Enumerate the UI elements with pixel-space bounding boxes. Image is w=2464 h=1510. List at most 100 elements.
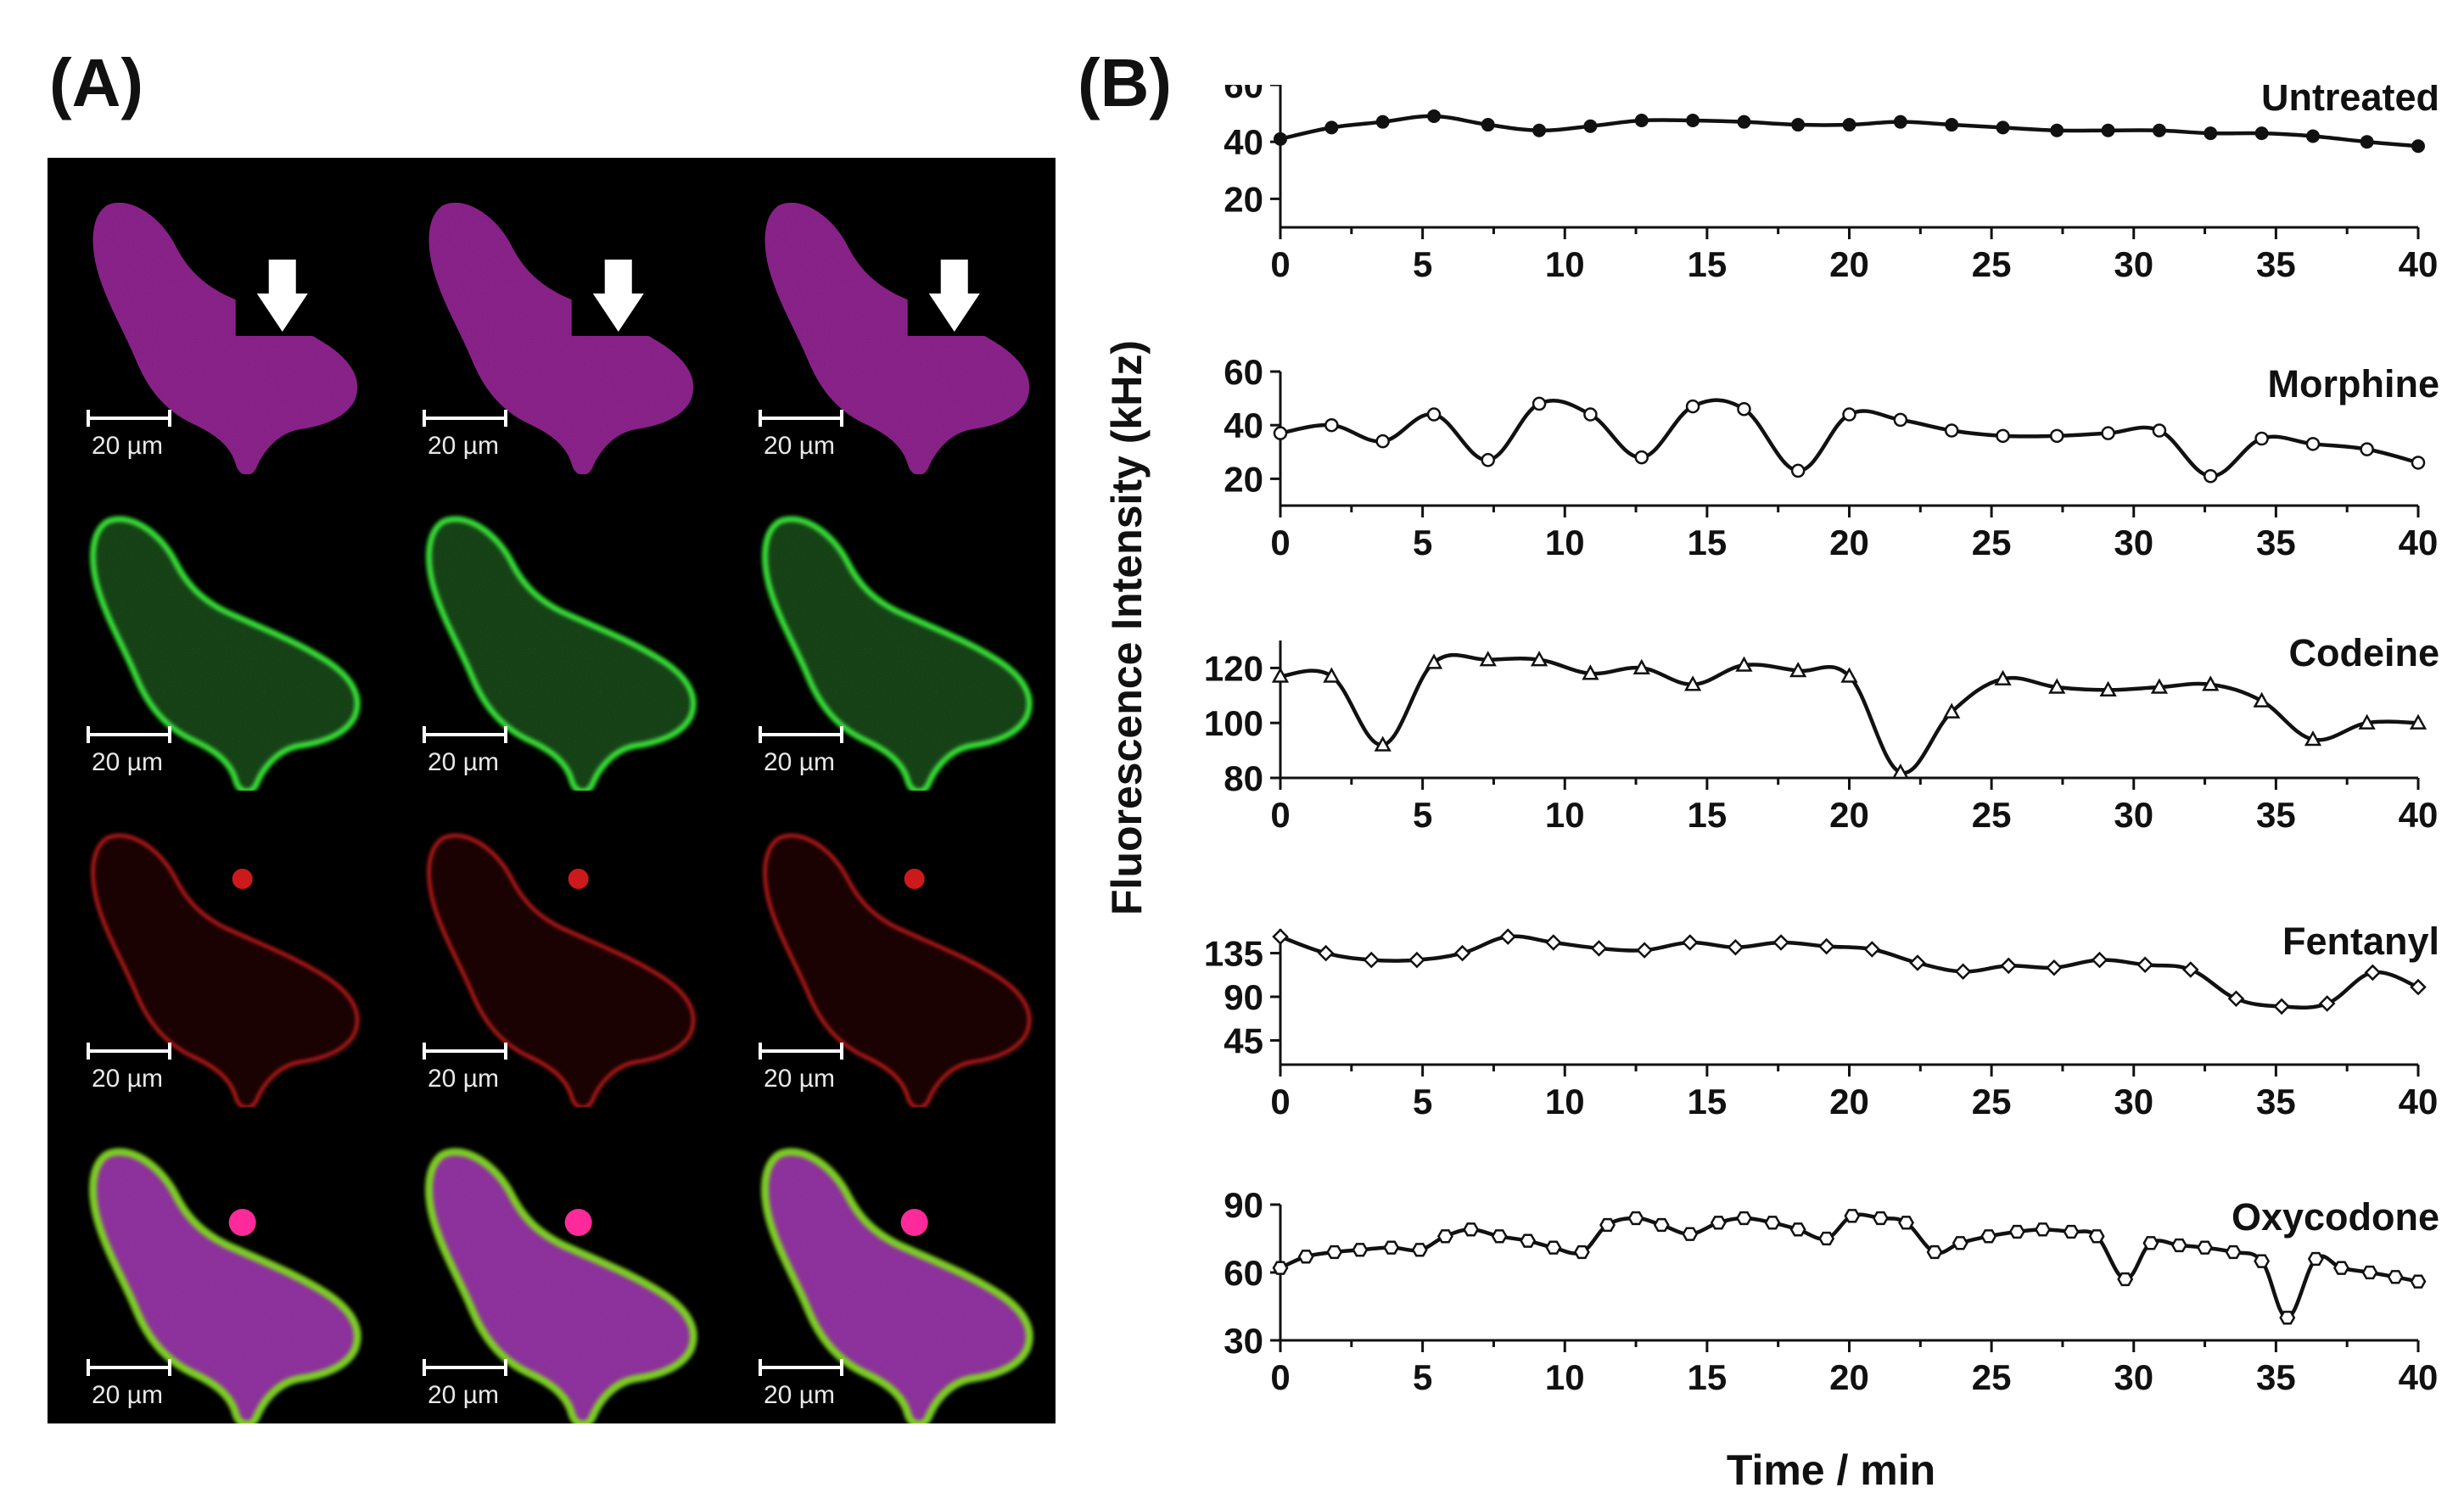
scale-bar-label: 20 µm xyxy=(428,432,499,460)
scale-bar-label: 20 µm xyxy=(92,1065,163,1093)
data-point xyxy=(1324,417,1339,433)
data-point xyxy=(1996,428,2010,444)
data-point xyxy=(2333,1261,2349,1275)
data-point xyxy=(2305,129,2320,143)
x-tick-label: 25 xyxy=(1972,244,2012,284)
y-tick-label: 45 xyxy=(1224,1021,1263,1060)
data-point xyxy=(1582,664,1599,680)
data-point xyxy=(1636,942,1653,959)
data-point xyxy=(1545,934,1562,951)
scale-bar: 20 µm xyxy=(423,1359,507,1409)
data-point xyxy=(2101,426,2115,440)
x-tick-label: 0 xyxy=(1270,1357,1290,1397)
data-point xyxy=(1427,109,1442,123)
x-tick-label: 0 xyxy=(1270,523,1290,562)
scale-bar: 20 µm xyxy=(87,1359,171,1409)
plots-canvas: Fluorescence Intensity (kHz) Time / min … xyxy=(1103,85,2439,1494)
y-tick-label: 20 xyxy=(1224,459,1263,499)
x-tick-label: 30 xyxy=(2114,1357,2153,1397)
y-tick-label: 100 xyxy=(1204,703,1263,743)
data-point xyxy=(1943,702,1961,719)
x-tick-label: 25 xyxy=(1972,1357,2012,1397)
micrograph-merge-3: 20 µm xyxy=(720,1107,1056,1423)
data-point xyxy=(1481,118,1495,132)
data-point xyxy=(1317,944,1335,962)
data-point xyxy=(1627,1211,1644,1226)
data-point xyxy=(2101,123,2115,137)
data-point xyxy=(1980,1229,1997,1244)
data-point xyxy=(1863,941,1881,958)
data-point xyxy=(2358,713,2376,730)
x-tick-label: 10 xyxy=(1545,523,1585,562)
data-point xyxy=(1532,396,1547,411)
data-point xyxy=(1790,463,1806,478)
x-tick-label: 35 xyxy=(2256,795,2296,835)
y-tick-label: 60 xyxy=(1224,1253,1263,1293)
data-point xyxy=(1324,120,1339,135)
scale-bar: 20 µm xyxy=(87,1043,171,1093)
x-tick-label: 35 xyxy=(2256,1082,2296,1121)
micrograph-red-1: 20 µm xyxy=(48,791,384,1110)
down-arrow-icon xyxy=(592,260,644,332)
data-point xyxy=(1682,1227,1699,1241)
x-tick-label: 15 xyxy=(1688,795,1728,835)
x-tick-label: 5 xyxy=(1413,795,1432,835)
x-tick-label: 35 xyxy=(2256,1357,2296,1397)
micrograph-magenta-2: 20 µm xyxy=(384,158,720,475)
scale-bar: 20 µm xyxy=(423,726,507,776)
down-arrow-icon xyxy=(928,260,980,332)
data-point xyxy=(1727,938,1744,956)
scale-bar: 20 µm xyxy=(423,1043,507,1093)
scale-bar: 20 µm xyxy=(759,1359,843,1409)
series-title: Codeine xyxy=(2288,631,2439,674)
data-point xyxy=(2142,1236,2159,1250)
data-point xyxy=(1791,118,1806,132)
data-point xyxy=(2254,1254,2271,1268)
micrograph-red-2: 20 µm xyxy=(384,791,720,1110)
y-tick-label: 30 xyxy=(1224,1321,1263,1361)
x-tick-label: 20 xyxy=(1829,795,1869,835)
micrograph-green-3: 20 µm xyxy=(720,474,1056,791)
x-tick-label: 5 xyxy=(1413,1082,1432,1121)
data-point xyxy=(1842,407,1856,422)
data-point xyxy=(1954,963,1972,981)
fluorescence-plots: Fluorescence Intensity (kHz) Time / min … xyxy=(1095,85,2452,1510)
down-arrow-icon xyxy=(256,260,308,332)
data-point xyxy=(2091,951,2108,969)
data-point xyxy=(1789,662,1807,678)
x-tick-label: 10 xyxy=(1545,1082,1585,1121)
scale-bar: 20 µm xyxy=(759,1043,843,1093)
data-point xyxy=(1710,1216,1727,1230)
chart-untreated: 20 40 60 0 5 10 15 20 25 30 35 40 Untreated xyxy=(1224,85,2439,284)
data-point xyxy=(2307,1251,2324,1267)
x-axis-title: Time / min xyxy=(1727,1446,1935,1494)
micrograph-merge-2: 20 µm xyxy=(384,1107,720,1423)
data-point xyxy=(1411,1243,1428,1257)
micrograph-canvas: 20 µm 20 µm 20 µm 20 µm 20 µm 20 µm 20 µm 20 µm… xyxy=(48,158,1056,1423)
data-point xyxy=(2063,1224,2080,1239)
data-point xyxy=(2273,998,2290,1015)
x-tick-label: 30 xyxy=(2114,244,2153,284)
merge-spot xyxy=(564,1209,592,1236)
data-point xyxy=(2364,964,2382,982)
data-point xyxy=(2410,978,2427,996)
data-point xyxy=(1352,1243,1369,1257)
x-tick-label: 0 xyxy=(1270,244,1290,284)
micrograph-merge-1: 20 µm xyxy=(48,1107,384,1423)
data-point xyxy=(1891,763,1909,780)
data-point xyxy=(2049,428,2064,444)
data-point xyxy=(1737,115,1751,129)
data-point xyxy=(1952,1236,1968,1250)
data-point xyxy=(2318,995,2336,1012)
x-tick-label: 35 xyxy=(2256,523,2296,562)
scale-bar-label: 20 µm xyxy=(764,1065,835,1093)
series-title: Morphine xyxy=(2268,362,2439,405)
x-tick-label: 15 xyxy=(1688,523,1728,562)
red-spot xyxy=(568,869,589,889)
data-point xyxy=(2048,678,2066,694)
data-point xyxy=(1944,423,1959,438)
data-point xyxy=(1374,735,1392,752)
x-tick-label: 40 xyxy=(2399,795,2439,835)
x-tick-label: 30 xyxy=(2114,795,2153,835)
data-point xyxy=(1363,951,1380,969)
